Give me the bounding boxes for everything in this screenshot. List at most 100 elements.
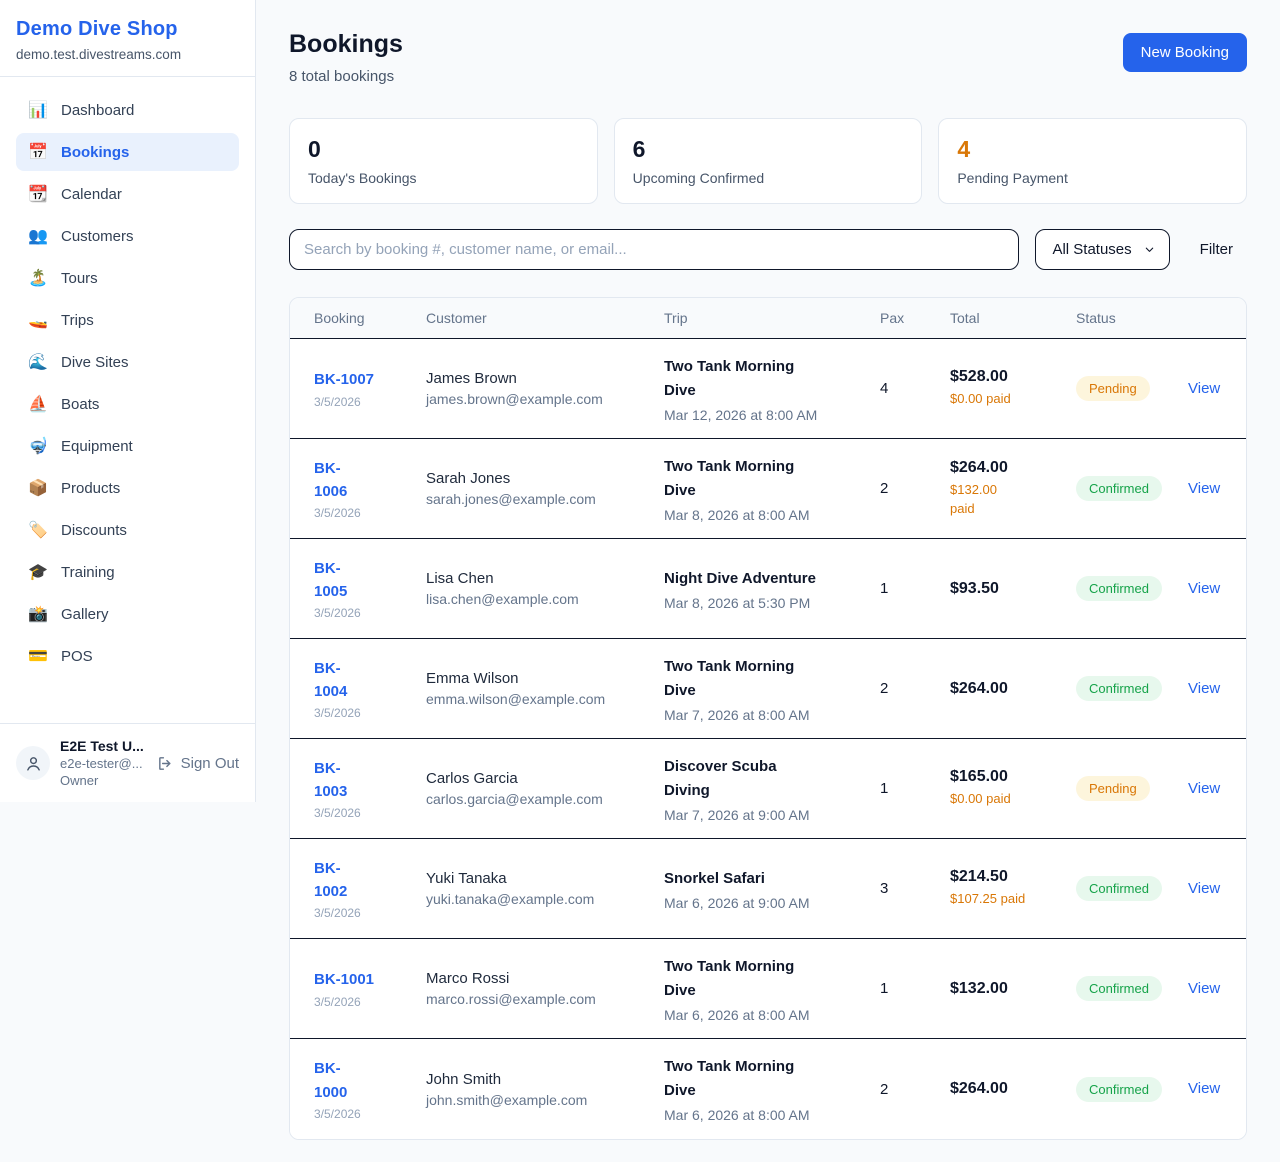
status-badge: Confirmed (1076, 876, 1162, 901)
customer-name: James Brown (426, 370, 517, 387)
booking-date: 3/5/2026 (314, 606, 361, 621)
customer-cell: John Smith john.smith@example.com (426, 1071, 664, 1108)
customer-cell: Sarah Jones sarah.jones@example.com (426, 470, 664, 507)
column-header-pax: Pax (880, 310, 905, 326)
sidebar-item-equipment[interactable]: 🤿 Equipment (16, 427, 239, 465)
booking-id-link[interactable]: BK-1001 (314, 971, 375, 989)
table-row: BK- 1003 3/5/2026 Carlos Garcia carlos.g… (290, 739, 1246, 839)
paid-amount: $0.00 paid (950, 391, 1011, 407)
sidebar-item-label: Dashboard (61, 101, 135, 119)
status-badge: Confirmed (1076, 476, 1162, 501)
column-header-total: Total (950, 310, 980, 326)
sidebar-item-label: Equipment (61, 437, 133, 455)
total-amount: $132.00 (950, 979, 1008, 997)
sidebar-item-products[interactable]: 📦 Products (16, 469, 239, 507)
equipment-icon: 🤿 (28, 438, 48, 455)
total-amount: $264.00 (950, 458, 1008, 476)
booking-id-link[interactable]: BK- 1006 (314, 459, 348, 500)
search-input[interactable] (289, 229, 1020, 270)
booking-id-link[interactable]: BK- 1003 (314, 759, 348, 800)
booking-cell: BK- 1005 3/5/2026 (314, 557, 426, 621)
booking-id-link[interactable]: BK- 1005 (314, 559, 348, 600)
trip-datetime: Mar 6, 2026 at 9:00 AM (664, 894, 810, 911)
pax-cell: 3 (880, 880, 889, 897)
sidebar-item-trips[interactable]: 🚤 Trips (16, 301, 239, 339)
sidebar-item-training[interactable]: 🎓 Training (16, 553, 239, 591)
customer-name: Lisa Chen (426, 570, 494, 587)
actions-cell: View (1188, 680, 1230, 698)
booking-date: 3/5/2026 (314, 394, 361, 409)
status-cell: Pending (1076, 376, 1188, 401)
status-select[interactable]: All Statuses (1035, 229, 1170, 270)
booking-cell: BK- 1002 3/5/2026 (314, 857, 426, 921)
actions-cell: View (1188, 480, 1230, 498)
filter-button[interactable]: Filter (1186, 233, 1247, 266)
view-link[interactable]: View (1188, 879, 1221, 897)
stat-value: 0 (308, 136, 321, 162)
booking-date: 3/5/2026 (314, 906, 361, 921)
sidebar-item-label: Calendar (61, 185, 122, 203)
stat-card: 0 Today's Bookings (289, 118, 598, 204)
pax-cell: 2 (880, 480, 889, 497)
shop-title: Demo Dive Shop (16, 18, 178, 40)
status-badge: Pending (1076, 376, 1150, 401)
sidebar-item-label: Customers (61, 227, 134, 245)
booking-id-link[interactable]: BK- 1002 (314, 859, 348, 900)
sidebar-item-pos[interactable]: 💳 POS (16, 637, 239, 675)
customer-name: Sarah Jones (426, 470, 511, 487)
sidebar-item-label: Discounts (61, 521, 127, 539)
status-cell: Confirmed (1076, 676, 1188, 701)
customer-email: john.smith@example.com (426, 1091, 588, 1108)
table-header-row: Booking Customer Trip Pax Total Status (290, 298, 1246, 339)
view-link[interactable]: View (1188, 779, 1221, 797)
sidebar-item-label: Trips (61, 311, 94, 329)
page-title: Bookings (289, 30, 403, 58)
trip-datetime: Mar 12, 2026 at 8:00 AM (664, 406, 818, 423)
sidebar-item-dashboard[interactable]: 📊 Dashboard (16, 91, 239, 129)
total-cell: $264.00 (950, 1080, 1076, 1098)
main-content: Bookings 8 total bookings New Booking 0 … (256, 0, 1280, 1162)
view-link[interactable]: View (1188, 579, 1221, 597)
pax-cell: 1 (880, 780, 889, 797)
stat-label: Upcoming Confirmed (632, 170, 765, 186)
booking-id-link[interactable]: BK- 1000 (314, 1060, 348, 1101)
tours-icon: 🏝️ (28, 270, 48, 287)
view-link[interactable]: View (1188, 1080, 1221, 1097)
customer-cell: Marco Rossi marco.rossi@example.com (426, 970, 664, 1007)
view-link[interactable]: View (1188, 379, 1221, 397)
table-body: BK-1007 3/5/2026 James Brown james.brown… (290, 339, 1246, 1139)
booking-cell: BK-1001 3/5/2026 (314, 968, 426, 1008)
booking-id-link[interactable]: BK-1007 (314, 371, 375, 389)
view-link[interactable]: View (1188, 479, 1221, 497)
sidebar-item-bookings[interactable]: 📅 Bookings (16, 133, 239, 171)
dive-sites-icon: 🌊 (28, 354, 48, 371)
gallery-icon: 📸 (28, 606, 48, 623)
sign-out-label: Sign Out (180, 754, 239, 772)
booking-cell: BK- 1006 3/5/2026 (314, 457, 426, 521)
sidebar-item-calendar[interactable]: 📆 Calendar (16, 175, 239, 213)
status-badge: Confirmed (1076, 976, 1162, 1001)
sidebar-item-boats[interactable]: ⛵ Boats (16, 385, 239, 423)
booking-id-link[interactable]: BK- 1004 (314, 659, 348, 700)
booking-date: 3/5/2026 (314, 806, 361, 821)
sidebar-item-customers[interactable]: 👥 Customers (16, 217, 239, 255)
sidebar-item-tours[interactable]: 🏝️ Tours (16, 259, 239, 297)
sidebar-item-dive-sites[interactable]: 🌊 Dive Sites (16, 343, 239, 381)
status-cell: Confirmed (1076, 976, 1188, 1001)
table-row: BK- 1006 3/5/2026 Sarah Jones sarah.jone… (290, 439, 1246, 539)
table-row: BK- 1000 3/5/2026 John Smith john.smith@… (290, 1039, 1246, 1139)
sidebar-item-discounts[interactable]: 🏷️ Discounts (16, 511, 239, 549)
filter-row: All Statuses Filter (289, 229, 1247, 270)
sidebar-item-gallery[interactable]: 📸 Gallery (16, 595, 239, 633)
view-link[interactable]: View (1188, 679, 1221, 697)
status-cell: Confirmed (1076, 576, 1188, 601)
customer-cell: Carlos Garcia carlos.garcia@example.com (426, 770, 664, 807)
stat-label: Today's Bookings (308, 170, 417, 186)
view-link[interactable]: View (1188, 979, 1221, 997)
new-booking-button[interactable]: New Booking (1122, 33, 1247, 72)
customer-email: sarah.jones@example.com (426, 491, 596, 507)
trip-cell: Discover Scuba Diving Mar 7, 2026 at 9:0… (664, 755, 880, 823)
column-header-status: Status (1076, 310, 1116, 326)
trip-datetime: Mar 8, 2026 at 5:30 PM (664, 594, 811, 611)
sign-out-button[interactable]: Sign Out (157, 755, 239, 772)
